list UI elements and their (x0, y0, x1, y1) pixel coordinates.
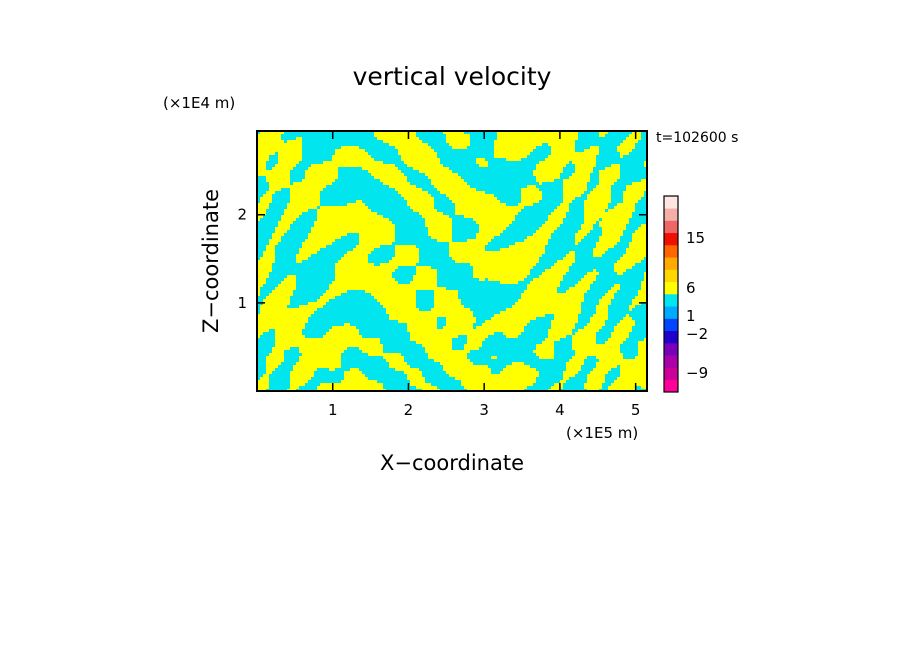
colorbar-frame (663, 195, 679, 393)
colorbar-band (664, 367, 678, 381)
colorbar-band (664, 318, 678, 332)
y-scale-label: (×1E4 m) (163, 94, 235, 112)
x-tick-label: 1 (328, 401, 338, 419)
colorbar-band (664, 330, 678, 344)
colorbar-tick-label: 6 (686, 279, 696, 297)
colorbar-band (664, 245, 678, 258)
colorbar-band (664, 257, 678, 270)
colorbar-band (664, 281, 678, 295)
plot-area: 1 2 3 4 5 1 2 (237, 130, 648, 419)
velocity-field (257, 131, 647, 391)
x-axis-label: X−coordinate (380, 451, 524, 475)
colorbar-tick-label: 1 (686, 307, 696, 325)
chart-title: vertical velocity (353, 62, 552, 91)
colorbar-tick-label: 15 (686, 229, 705, 247)
colorbar-band (664, 379, 678, 393)
colorbar-band (664, 232, 678, 246)
x-tick-label: 4 (555, 401, 565, 419)
plot-frame (256, 130, 648, 392)
negative-velocity-region (257, 131, 647, 391)
y-tick-label: 1 (237, 294, 247, 312)
x-scale-label: (×1E5 m) (566, 424, 638, 442)
colorbar: −9 −21 6 15 (663, 195, 708, 393)
colorbar-band (664, 208, 678, 221)
colorbar-band (664, 196, 678, 209)
colorbar-tick-label: −9 (686, 364, 708, 382)
x-tick-label: 2 (404, 401, 414, 419)
colorbar-band (664, 220, 678, 234)
colorbar-band (664, 294, 678, 307)
x-tick-label: 5 (631, 401, 641, 419)
colorbar-band (664, 306, 678, 319)
colorbar-band (664, 355, 678, 368)
y-axis-label: Z−coordinate (199, 189, 223, 333)
colorbar-tick-label: −2 (686, 325, 708, 343)
colorbar-band (664, 269, 678, 283)
colorbar-band (664, 343, 678, 356)
axis-ticks: 1 2 3 4 5 1 2 (237, 131, 647, 419)
x-tick-label: 3 (479, 401, 489, 419)
y-tick-label: 2 (237, 206, 247, 224)
time-label: t=102600 s (656, 130, 738, 146)
